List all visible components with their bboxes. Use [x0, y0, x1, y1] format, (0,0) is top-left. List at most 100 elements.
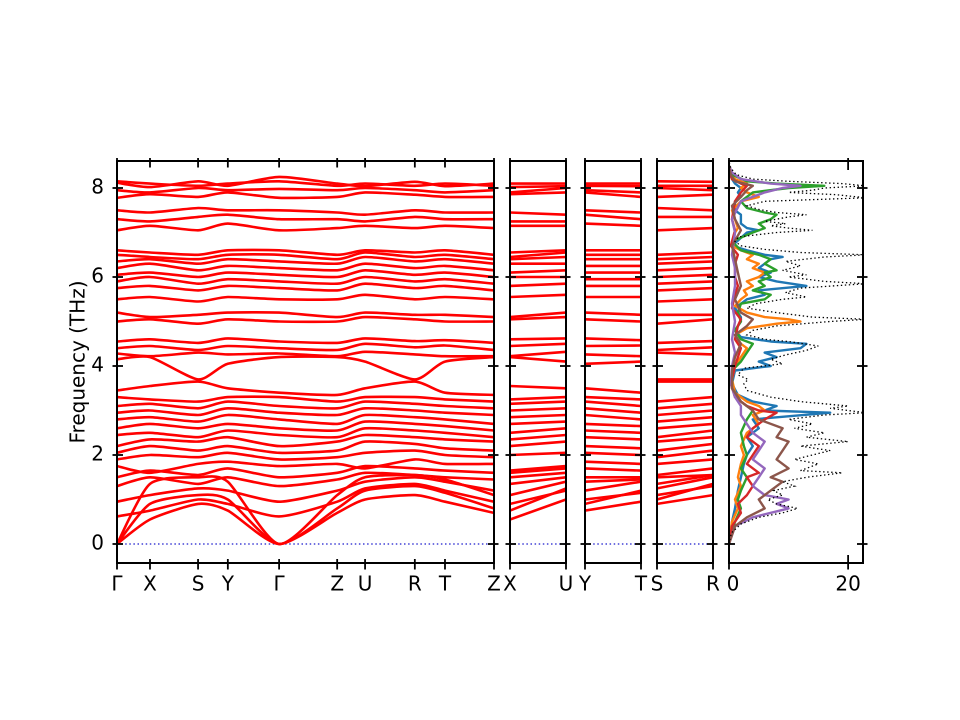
phonon-band	[117, 458, 494, 475]
phonon-band	[510, 427, 566, 435]
y-tick-label: 0	[91, 531, 104, 555]
y-tick-label: 2	[91, 442, 104, 466]
kpoint-label: R	[408, 572, 422, 596]
phonon-band	[117, 342, 494, 352]
y-axis-labels: 0 2 4 6 8 Frequency (THz)	[66, 175, 105, 555]
panel-border	[509, 160, 567, 564]
phonon-band	[585, 222, 641, 228]
phonon-band	[585, 344, 641, 348]
phonon-band	[657, 415, 713, 423]
phonon-band	[657, 402, 713, 410]
bands-group	[657, 180, 713, 506]
phonon-band	[585, 318, 641, 323]
phonon-band	[510, 251, 566, 259]
dos-projection-curve-3	[729, 165, 826, 545]
phonon-band	[510, 342, 566, 348]
phonon-band	[510, 311, 566, 319]
phonon-band	[117, 449, 494, 461]
kpoint-label: T	[634, 572, 648, 596]
phonon-band	[657, 435, 713, 443]
y-tick-label: 8	[91, 175, 104, 199]
phonon-band	[657, 226, 713, 232]
panel-border	[116, 160, 495, 564]
phonon-band	[117, 484, 494, 546]
kpoint-label: Y	[221, 572, 235, 596]
kpoint-label: X	[143, 572, 157, 596]
phonon-band	[510, 487, 566, 512]
phonon-band	[117, 355, 494, 381]
phonon-band	[117, 426, 494, 439]
phonon-band	[510, 400, 566, 406]
phonon-band	[510, 498, 566, 521]
dos-projection-curve-6	[729, 165, 790, 545]
bands-group	[510, 182, 566, 521]
phonon-band	[510, 395, 566, 401]
phonon-band	[585, 422, 641, 428]
phonon-band	[657, 449, 713, 459]
phonon-band	[117, 471, 494, 488]
phonon-band	[117, 413, 494, 426]
phonon-band	[657, 193, 713, 199]
panel-border	[656, 160, 714, 564]
phonon-band	[657, 442, 713, 452]
phonon-band	[117, 433, 494, 448]
phonon-band	[510, 355, 566, 363]
phonon-band	[585, 395, 641, 401]
phonon-band	[510, 350, 566, 358]
phonon-band	[117, 282, 494, 292]
phonon-band	[510, 451, 566, 457]
phonon-band	[657, 273, 713, 279]
phonon-band	[657, 266, 713, 272]
phonon-band	[117, 262, 494, 272]
phonon-band	[657, 422, 713, 430]
phonon-band	[585, 213, 641, 221]
kpoint-label: S	[651, 572, 664, 596]
phonon-band	[657, 458, 713, 466]
phonon-band	[510, 433, 566, 441]
phonon-band	[117, 350, 494, 358]
phonon-band	[510, 249, 566, 254]
phonon-band	[585, 467, 641, 472]
phonon-band	[585, 400, 641, 408]
phonon-band	[510, 476, 566, 486]
phonon-band	[657, 395, 713, 403]
phonon-band	[657, 467, 713, 477]
phonon-band	[657, 409, 713, 417]
phonon-band	[585, 451, 641, 457]
phonon-band	[510, 315, 566, 321]
phonon-band	[585, 191, 641, 199]
phonon-band	[657, 351, 713, 356]
phonon-band	[510, 191, 566, 196]
phonon-band	[117, 395, 494, 403]
kpoint-label: Z	[487, 572, 501, 596]
phonon-band	[657, 255, 713, 261]
phonon-band	[117, 337, 494, 345]
phonon-band	[657, 286, 713, 292]
phonon-band	[585, 209, 641, 214]
phonon-band	[117, 482, 494, 518]
phonon-band	[510, 384, 566, 390]
phonon-band	[585, 435, 641, 441]
dos-curves-group	[729, 161, 863, 545]
phonon-band	[585, 413, 641, 421]
phonon-band	[510, 471, 566, 479]
dos-x-tick-label: 0	[727, 572, 740, 596]
phonon-band	[657, 429, 713, 439]
phonon-band	[510, 464, 566, 472]
phonon-band	[510, 186, 566, 194]
phonon-band	[117, 406, 494, 417]
phonon-band	[657, 186, 713, 192]
phonon-band	[585, 429, 641, 435]
phonon-band	[657, 260, 713, 265]
y-axis-title: Frequency (THz)	[66, 280, 90, 443]
phonon-band	[510, 480, 566, 497]
phonon-band	[657, 339, 713, 345]
dos-x-tick-label: 20	[835, 572, 860, 596]
phonon-band	[117, 293, 494, 303]
phonon-band	[585, 489, 641, 506]
